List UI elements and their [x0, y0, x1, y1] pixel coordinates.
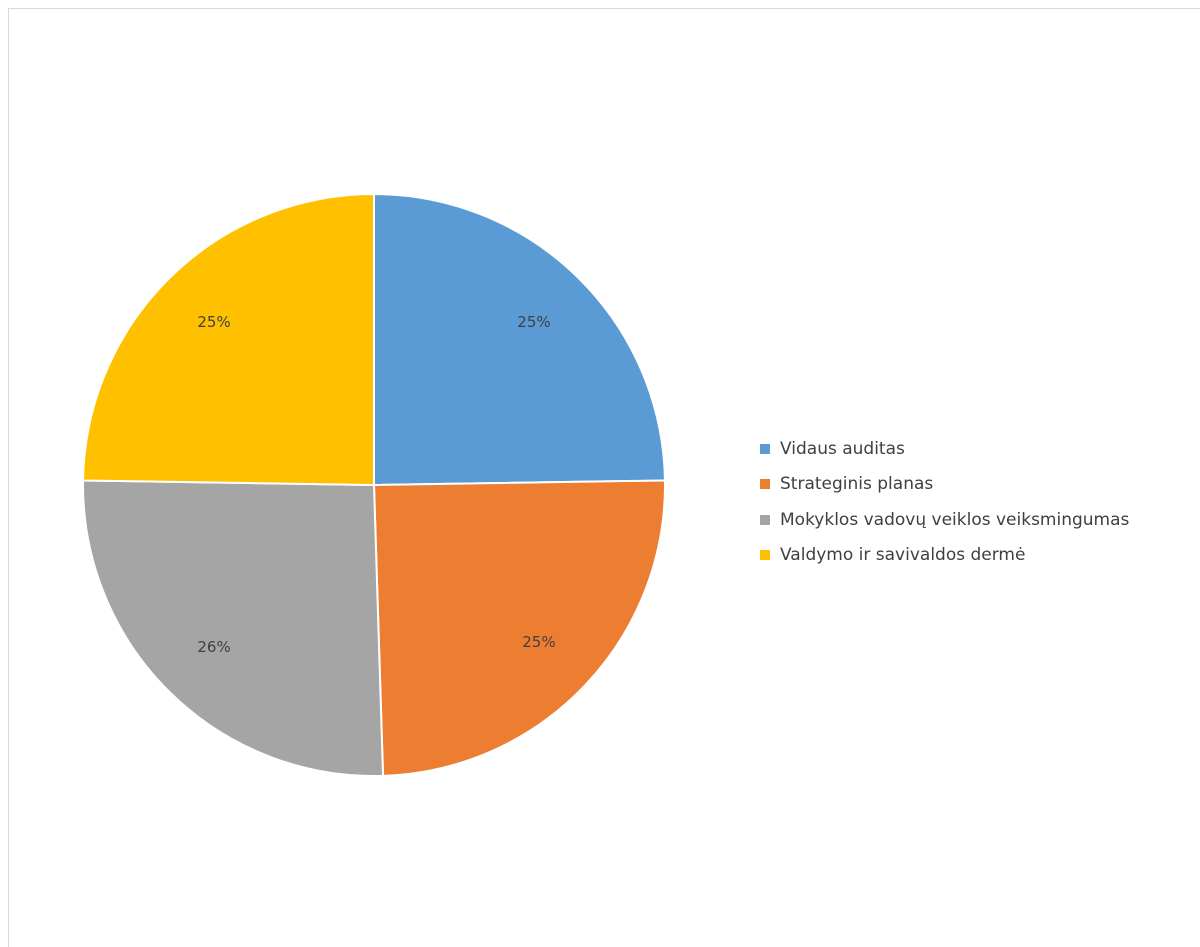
data-label-2: 25%	[522, 633, 555, 651]
legend-label: Mokyklos vadovų veiklos veiksmingumas	[780, 509, 1130, 530]
pie-slices	[82, 192, 666, 777]
chart-legend: Vidaus auditas Strateginis planas Mokyklos…	[760, 431, 1190, 573]
data-label-3: 26%	[197, 638, 230, 656]
pie-slice-4	[82, 192, 375, 487]
pie-slice-3	[82, 479, 385, 777]
legend-swatch	[760, 550, 770, 561]
pie-slice-1	[373, 192, 666, 487]
data-label-4: 25%	[197, 313, 230, 331]
legend-item: Vidaus auditas	[760, 431, 1190, 467]
legend-item: Mokyklos vadovų veiklos veiksmingumas	[760, 502, 1190, 538]
legend-swatch	[760, 443, 770, 454]
legend-label: Strateginis planas	[780, 474, 934, 495]
legend-item: Strateginis planas	[760, 467, 1190, 503]
legend-swatch	[760, 479, 770, 490]
pie-data-labels: 25% 25% 26% 25%	[197, 313, 555, 656]
legend-swatch	[760, 514, 770, 525]
legend-label: Valdymo ir savivaldos dermė	[780, 545, 1026, 566]
pie-slice-2	[372, 479, 666, 777]
legend-label: Vidaus auditas	[780, 438, 905, 459]
data-label-1: 25%	[517, 313, 550, 331]
legend-item: Valdymo ir savivaldos dermė	[760, 538, 1190, 574]
